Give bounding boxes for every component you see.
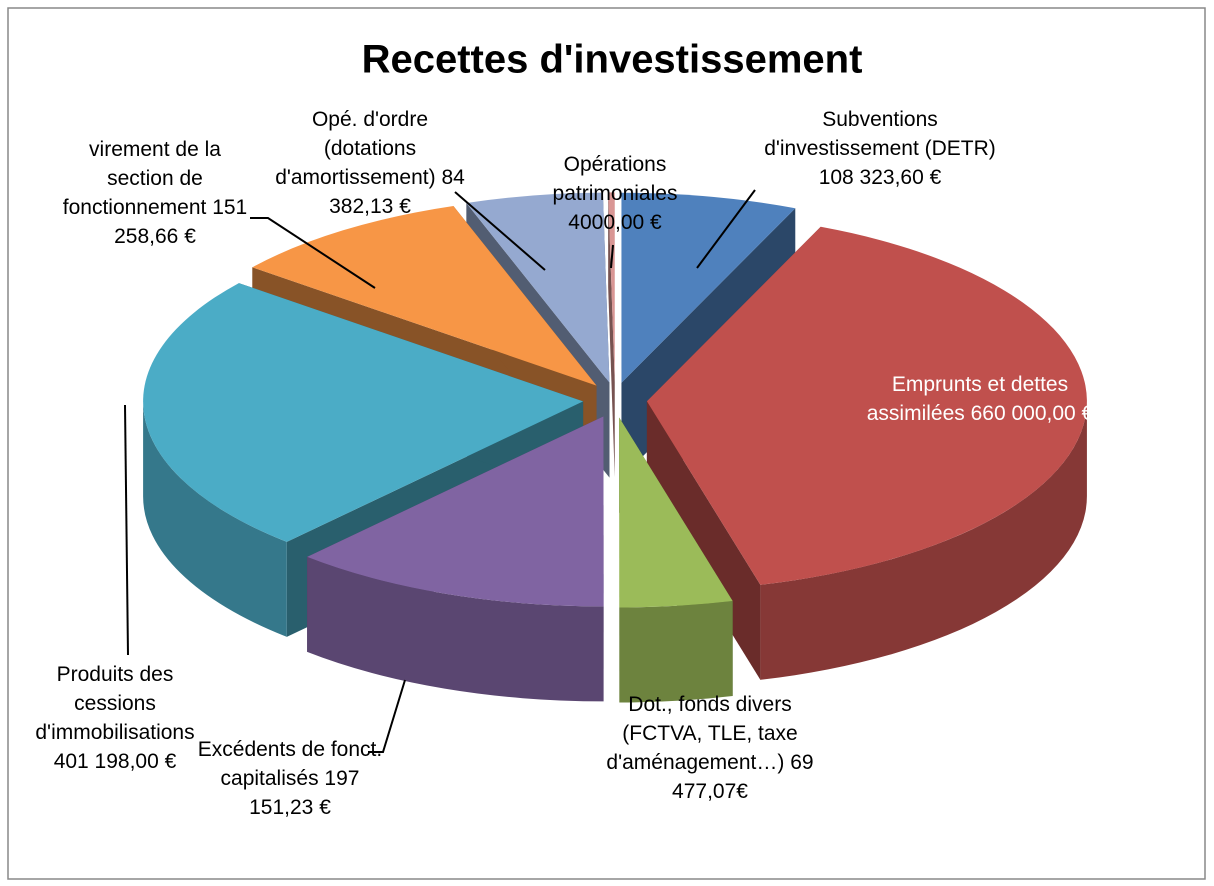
category-label: Excédents de fonct. capitalisés: [197, 738, 383, 790]
leader-line: [610, 244, 614, 269]
slice-wall: [760, 401, 1087, 680]
data-label: Produits des cessions d'immobilisations …: [15, 660, 215, 776]
category-label: Produits des cessions d'immobilisations: [35, 663, 195, 744]
slice-top: [619, 417, 733, 608]
slice-side: [608, 192, 615, 478]
data-label: Opérations patrimoniales 4000,00 €: [535, 150, 695, 237]
slice-wall: [307, 556, 604, 702]
value-label: 84 382,13 €: [329, 166, 465, 218]
value-label: 4000,00 €: [568, 211, 662, 234]
data-label: Opé. d'ordre (dotations d'amortissement)…: [275, 105, 465, 221]
leader-lines: [124, 189, 756, 753]
data-label: Dot., fonds divers (FCTVA, TLE, taxe d'a…: [590, 690, 830, 806]
data-label: Emprunts et dettes assimilées 660 000,00…: [840, 370, 1120, 428]
category-label: Opé. d'ordre (dotations d'amortissement): [275, 108, 436, 189]
value-label: 660 000,00 €: [970, 402, 1094, 425]
category-label: Subventions d'investissement (DETR): [764, 108, 996, 160]
value-label: 197 151,23 €: [249, 767, 360, 819]
category-label: Emprunts et dettes assimilées: [866, 373, 1069, 425]
value-label: 151 258,66 €: [114, 196, 248, 248]
chart-title: Recettes d'investissement: [362, 38, 863, 82]
slice-top: [621, 192, 796, 383]
category-label: Dot., fonds divers (FCTVA, TLE, taxe d'a…: [606, 693, 798, 774]
leader-line: [250, 217, 376, 289]
value-label: 69 477,07€: [672, 751, 814, 803]
leader-line: [454, 191, 546, 271]
pie-slice: [307, 416, 604, 702]
pie: [143, 192, 1087, 703]
slice-top: [646, 226, 1087, 585]
slice-wall: [619, 601, 733, 703]
data-label: virement de la section de fonctionnement…: [55, 135, 255, 251]
data-label: Excédents de fonct. capitalisés 197 151,…: [195, 735, 385, 822]
category-label: virement de la section de fonctionnement: [62, 138, 221, 219]
pie-slice: [619, 417, 733, 703]
pie-slice: [608, 192, 615, 478]
slice-top: [307, 416, 604, 607]
value-label: 108 323,60 €: [818, 166, 942, 189]
data-label: Subventions d'investissement (DETR) 108 …: [755, 105, 1005, 192]
slice-top: [252, 205, 597, 386]
slice-top: [608, 192, 615, 383]
leader-line: [696, 189, 756, 269]
slice-top: [143, 283, 584, 542]
leader-line: [368, 679, 406, 753]
leader-line: [124, 404, 129, 656]
slice-top: [466, 192, 610, 383]
value-label: 401 198,00 €: [53, 750, 177, 773]
category-label: Opérations patrimoniales: [552, 153, 678, 205]
slice-wall: [143, 401, 287, 637]
